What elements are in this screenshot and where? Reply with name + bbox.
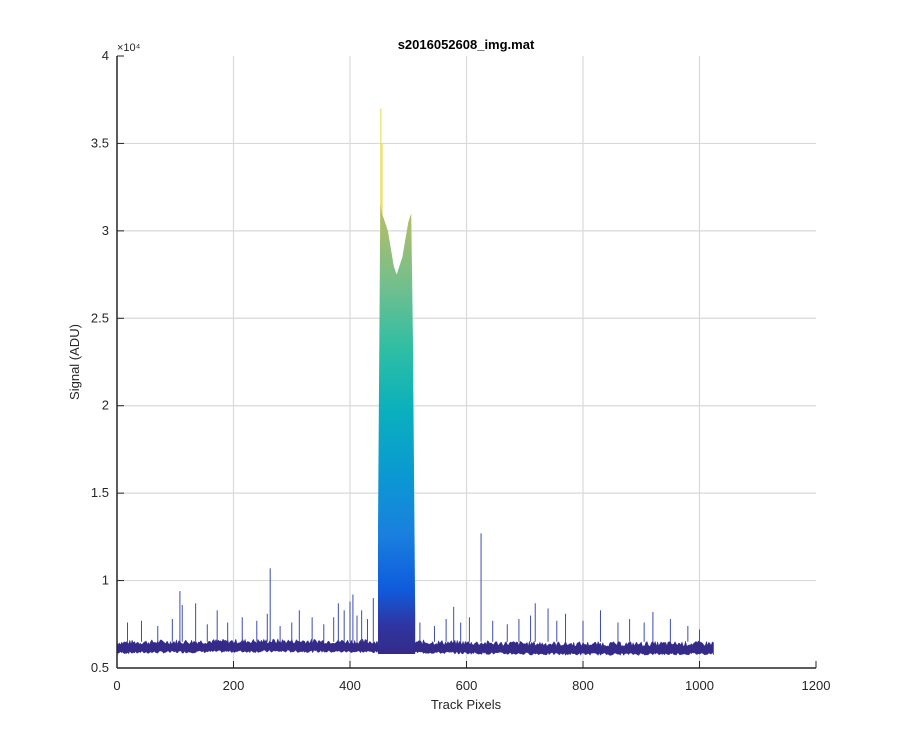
y-tick-label: 1 [102,573,109,588]
x-tick-label: 0 [113,678,120,693]
x-axis-label: Track Pixels [431,697,502,712]
y-tick-label: 2 [102,398,109,413]
x-tick-label: 800 [572,678,594,693]
grid-lines [117,56,816,668]
x-axis-ticks: 0 200 400 600 800 1000 1200 [113,661,830,693]
y-tick-label: 4 [102,48,109,63]
y-tick-label: 2.5 [91,310,109,325]
baseline-noise-band [117,637,714,656]
x-tick-label: 400 [339,678,361,693]
y-axis-label: Signal (ADU) [67,324,82,400]
y-tick-label: 3.5 [91,135,109,150]
x-tick-label: 600 [456,678,478,693]
y-tick-label: 1.5 [91,485,109,500]
x-tick-label: 200 [223,678,245,693]
x-tick-label: 1000 [685,678,714,693]
peak-signal-area [378,204,416,654]
x-tick-label: 1200 [802,678,831,693]
y-exponent-label: ×10⁴ [117,42,141,54]
y-axis-ticks: 0.5 1 1.5 2 2.5 3 3.5 4 [91,48,124,675]
y-tick-label: 0.5 [91,660,109,675]
y-tick-label: 3 [102,223,109,238]
chart-title: s2016052608_img.mat [398,37,535,52]
